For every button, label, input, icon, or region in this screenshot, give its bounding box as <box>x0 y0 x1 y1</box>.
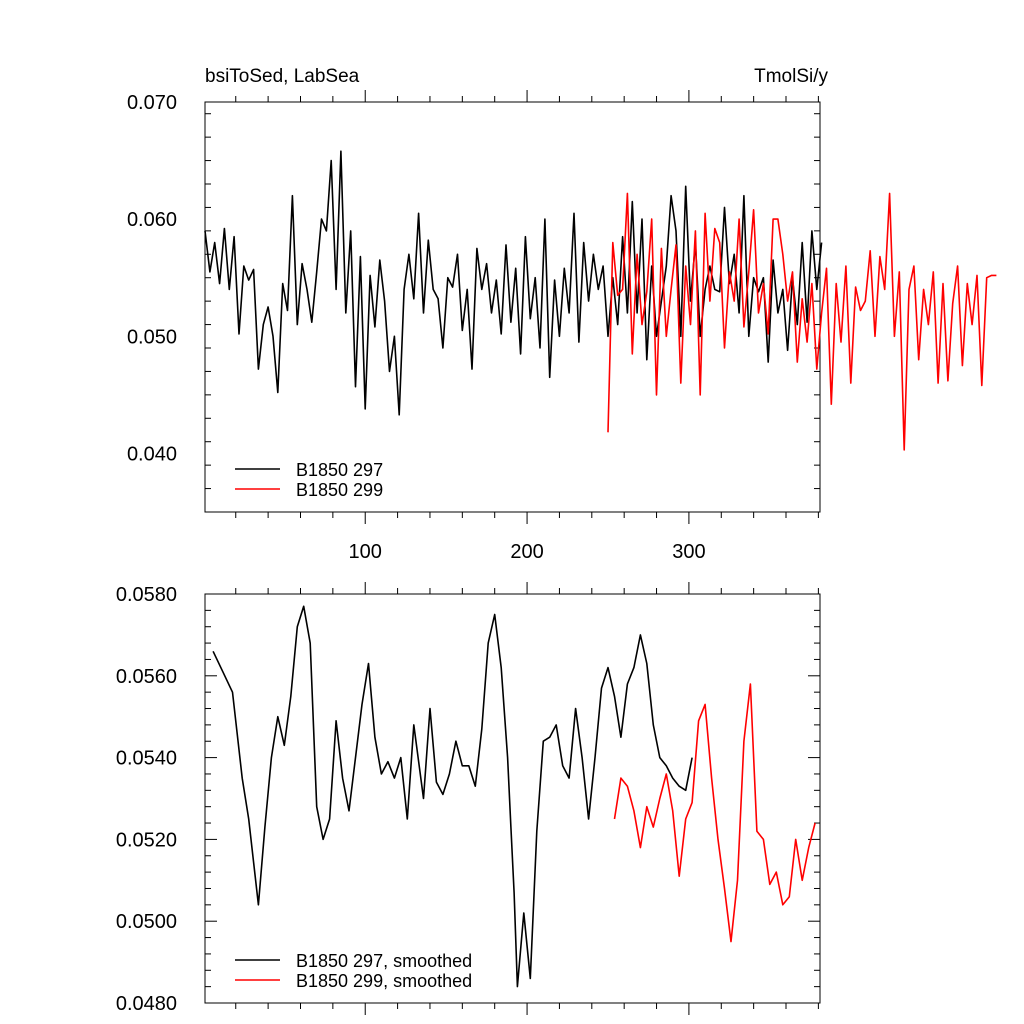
series-line-b1850-297 <box>204 150 823 416</box>
series-line-b1850-299 <box>607 192 997 451</box>
legend-label: B1850 299 <box>296 480 383 500</box>
legend-label: B1850 297 <box>296 460 383 480</box>
x-tick-label: 300 <box>672 541 705 563</box>
series-line-b1850-299-smoothed <box>613 683 816 943</box>
y-tick-label: 0.0500 <box>116 911 177 933</box>
y-tick-label: 0.0520 <box>116 829 177 851</box>
y-tick-label: 0.070 <box>127 92 177 114</box>
chart-title: bsiToSed, LabSea <box>205 66 360 87</box>
y-tick-label: 0.050 <box>127 326 177 348</box>
legend-label: B1850 297, smoothed <box>296 951 472 971</box>
y-tick-label: 0.0480 <box>116 993 177 1015</box>
chart-units: TmolSi/y <box>754 66 828 87</box>
plot-frame-1 <box>204 101 821 513</box>
x-tick-label: 200 <box>510 541 543 563</box>
y-tick-label: 0.0580 <box>116 584 177 606</box>
series-line-b1850-297-smoothed <box>212 605 693 988</box>
plot-frame-2 <box>204 593 821 1004</box>
y-tick-label: 0.060 <box>127 209 177 231</box>
y-tick-label: 0.040 <box>127 443 177 465</box>
x-tick-label: 100 <box>349 541 382 563</box>
legend-label: B1850 299, smoothed <box>296 971 472 991</box>
y-tick-label: 0.0560 <box>116 666 177 688</box>
y-tick-label: 0.0540 <box>116 748 177 770</box>
